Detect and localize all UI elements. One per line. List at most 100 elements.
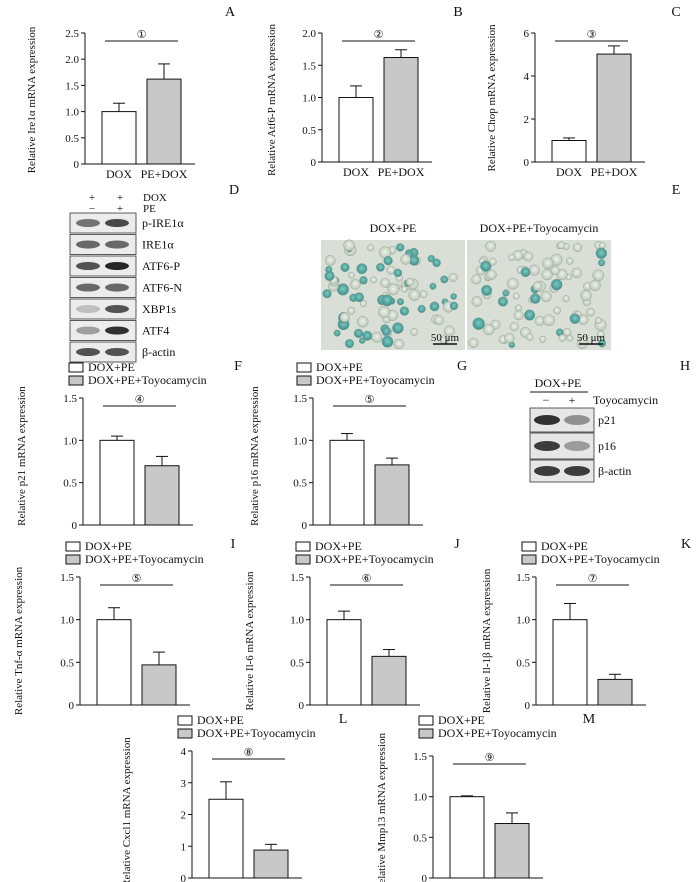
legend-swatch-control <box>177 715 193 726</box>
y-tick-label: 0 <box>524 157 530 169</box>
panel-label: A <box>225 5 236 20</box>
y-axis-label: Relative Il-6 mRNA expression <box>244 571 256 711</box>
cell <box>508 253 516 261</box>
significance-mark: ⑤ <box>365 394 375 406</box>
panel-label: G <box>457 359 467 374</box>
bar-1 <box>371 655 407 706</box>
y-tick-label: 1.5 <box>65 80 79 92</box>
cell <box>471 296 483 307</box>
cell <box>542 257 554 270</box>
legend-swatch-treated <box>296 375 312 386</box>
bar-1 <box>253 849 289 879</box>
cell <box>586 307 595 317</box>
cell <box>427 254 436 263</box>
blot-strip <box>69 277 137 298</box>
y-tick-label: 1.0 <box>516 615 530 627</box>
blot-strip <box>529 407 595 433</box>
cell <box>339 312 350 323</box>
protein-band <box>105 326 129 335</box>
significance-mark: ② <box>374 29 384 41</box>
legend-label-control: DOX+PE <box>88 360 135 374</box>
y-tick-label: 4 <box>181 746 187 758</box>
x-tick-label: DOX <box>343 165 369 179</box>
protein-band <box>105 262 129 270</box>
legend-swatch-treated <box>295 554 311 565</box>
band-label: ATF6-N <box>142 281 182 295</box>
legend-label-control: DOX+PE <box>315 539 362 553</box>
y-axis-label: Relative Ire1α mRNA expression <box>26 26 38 173</box>
blot-strip <box>69 320 137 341</box>
significance-mark: ⑥ <box>362 573 372 585</box>
cell <box>362 330 373 341</box>
cell <box>534 315 545 326</box>
legend-label-control: DOX+PE <box>438 713 485 727</box>
cell <box>558 334 567 342</box>
protein-band <box>105 348 129 356</box>
x-tick-label: PE+DOX <box>141 167 188 181</box>
cell <box>557 241 566 250</box>
legend-swatch-control <box>65 541 81 552</box>
protein-band <box>76 219 100 227</box>
protein-band <box>105 283 129 292</box>
band-label: p16 <box>598 439 616 453</box>
cell <box>380 277 390 288</box>
bar-1 <box>597 678 633 706</box>
significance-mark: ① <box>137 29 147 41</box>
chart-panel-a: A 0 0.5 1.0 1.5 2.0 2.5 Relative Ire1α mRNA exp… <box>26 5 236 181</box>
y-tick-label: 0.5 <box>63 478 77 490</box>
cell <box>528 264 540 276</box>
chart-panel-b: B 0 0.5 1.0 1.5 2.0 Relative Atf6-P mRNA expre… <box>266 5 463 179</box>
cell <box>325 265 333 274</box>
bar-1 <box>383 57 419 163</box>
bar-1 <box>141 664 177 706</box>
cell <box>506 277 519 290</box>
protein-band <box>564 415 590 425</box>
cell <box>429 282 437 290</box>
cell <box>450 293 457 300</box>
cell <box>396 298 405 306</box>
y-tick-label: 1.0 <box>65 107 79 119</box>
cell <box>480 260 492 272</box>
cell <box>532 281 543 291</box>
y-tick-label: 0 <box>299 700 305 712</box>
protein-band <box>105 240 129 249</box>
cell <box>369 276 377 284</box>
y-tick-label: 2 <box>524 114 530 126</box>
legend-swatch-control <box>418 715 434 726</box>
scale-bar-label: 50 μm <box>577 332 606 344</box>
legend-label-control: DOX+PE <box>85 539 132 553</box>
cell <box>540 291 552 303</box>
y-tick-label: 2.0 <box>65 54 79 66</box>
protein-band <box>534 441 560 451</box>
cell <box>359 276 368 285</box>
cell <box>324 255 336 266</box>
cell <box>322 289 332 299</box>
cell <box>348 272 355 279</box>
condition-label: DOX <box>143 192 167 204</box>
x-tick-label: DOX <box>556 165 582 179</box>
cell <box>378 305 391 319</box>
protein-band <box>76 305 100 313</box>
cell <box>419 290 428 299</box>
y-tick-label: 6 <box>524 28 530 40</box>
cell <box>515 304 523 312</box>
cell <box>347 306 356 315</box>
cell <box>429 301 440 312</box>
cell <box>529 293 541 304</box>
bar-0 <box>326 619 362 706</box>
cell <box>381 335 394 348</box>
y-tick-label: 1.0 <box>413 792 427 804</box>
chart-panel-j: J 0 0.5 1.0 1.5 Relative Il-6 mRNA expression… <box>244 537 460 712</box>
cell <box>512 292 520 300</box>
blot-strip <box>69 234 137 255</box>
y-tick-label: 1.5 <box>293 393 307 405</box>
y-tick-label: 0.5 <box>413 832 427 844</box>
y-tick-label: 0 <box>311 157 317 169</box>
bar-0 <box>338 97 374 163</box>
cell <box>344 339 355 349</box>
protein-band <box>534 466 560 476</box>
legend-swatch-treated <box>177 728 193 739</box>
significance-mark: ④ <box>135 394 145 406</box>
y-tick-label: 0.5 <box>516 657 530 669</box>
y-tick-label: 0.5 <box>290 657 304 669</box>
